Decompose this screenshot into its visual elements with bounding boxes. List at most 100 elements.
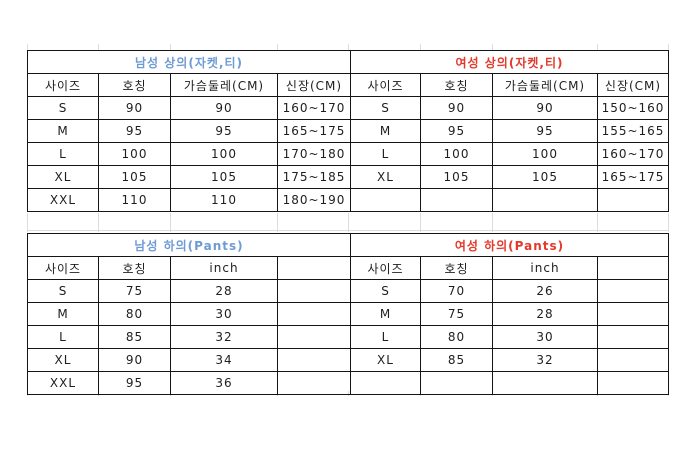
table-cell: M bbox=[350, 119, 421, 143]
table-cell: XL bbox=[350, 165, 421, 189]
table-cell: XL bbox=[350, 348, 421, 372]
table-cell: 90 bbox=[98, 348, 171, 372]
table-cell: S bbox=[350, 96, 421, 120]
table-cell: 100 bbox=[492, 142, 598, 166]
table-cell bbox=[492, 371, 598, 395]
table-cell: 85 bbox=[98, 325, 171, 349]
gridline-stub bbox=[597, 44, 598, 50]
table-cell: 30 bbox=[170, 302, 278, 326]
column-header: 호칭 bbox=[420, 73, 493, 97]
column-header: 호칭 bbox=[98, 256, 171, 280]
table-cell: 30 bbox=[492, 325, 598, 349]
table-row: 남성 상의(자켓,티) 여성 상의(자켓,티) bbox=[27, 50, 669, 74]
table-cell: 32 bbox=[170, 325, 278, 349]
gridline-stub bbox=[170, 44, 171, 50]
gridline-stub bbox=[348, 44, 349, 50]
table-cell: M bbox=[350, 302, 421, 326]
table-cell: 95 bbox=[98, 119, 171, 143]
table-row: XXL 110 110 180~190 bbox=[27, 188, 669, 212]
column-header: 사이즈 bbox=[27, 256, 99, 280]
table-cell bbox=[277, 302, 351, 326]
table-cell: 28 bbox=[170, 279, 278, 303]
table-cell bbox=[420, 188, 493, 212]
table-cell: 95 bbox=[492, 119, 598, 143]
table-cell bbox=[277, 371, 351, 395]
table-cell: L bbox=[350, 325, 421, 349]
table-cell bbox=[597, 371, 669, 395]
table-cell: 160~170 bbox=[597, 142, 669, 166]
table-row: M 80 30 M 75 28 bbox=[27, 302, 669, 326]
table-cell: 26 bbox=[492, 279, 598, 303]
table-cell: 36 bbox=[170, 371, 278, 395]
gridline-stub bbox=[27, 230, 668, 231]
table-cell: 175~185 bbox=[277, 165, 351, 189]
column-header: 호칭 bbox=[98, 73, 171, 97]
table-cell: 100 bbox=[170, 142, 278, 166]
table-row: XL 90 34 XL 85 32 bbox=[27, 348, 669, 372]
size-chart-tops: 남성 상의(자켓,티) 여성 상의(자켓,티) 사이즈 호칭 가슴둘레(CM) … bbox=[27, 50, 669, 212]
table-cell bbox=[597, 279, 669, 303]
table-cell bbox=[597, 348, 669, 372]
table-cell: 85 bbox=[420, 348, 493, 372]
table-cell: 165~175 bbox=[277, 119, 351, 143]
table-row: 남성 하의(Pants) 여성 하의(Pants) bbox=[27, 233, 669, 257]
gridline-stub bbox=[668, 44, 669, 50]
table-cell: 95 bbox=[170, 119, 278, 143]
table-title-men-bottoms: 남성 하의(Pants) bbox=[27, 233, 351, 257]
table-row: XXL 95 36 bbox=[27, 371, 669, 395]
table-row: S 90 90 160~170 S 90 90 150~160 bbox=[27, 96, 669, 120]
table-cell: 105 bbox=[492, 165, 598, 189]
table-cell: 100 bbox=[98, 142, 171, 166]
column-header: 사이즈 bbox=[350, 256, 421, 280]
table-row: 사이즈 호칭 inch 사이즈 호칭 inch bbox=[27, 256, 669, 280]
table-cell: 180~190 bbox=[277, 188, 351, 212]
table-cell bbox=[277, 325, 351, 349]
table-cell: S bbox=[27, 279, 99, 303]
table-cell bbox=[597, 325, 669, 349]
gridline-stub bbox=[27, 44, 28, 50]
table-cell bbox=[277, 348, 351, 372]
table-cell: XXL bbox=[27, 371, 99, 395]
table-cell: 110 bbox=[170, 188, 278, 212]
column-header: inch bbox=[170, 256, 278, 280]
table-cell: M bbox=[27, 302, 99, 326]
table-cell bbox=[420, 371, 493, 395]
table-cell bbox=[492, 188, 598, 212]
column-header: 호칭 bbox=[420, 256, 493, 280]
gridline-stub bbox=[170, 213, 171, 232]
table-cell: 150~160 bbox=[597, 96, 669, 120]
size-chart-bottoms: 남성 하의(Pants) 여성 하의(Pants) 사이즈 호칭 inch 사이… bbox=[27, 233, 669, 395]
table-cell bbox=[277, 279, 351, 303]
table-cell: 160~170 bbox=[277, 96, 351, 120]
table-cell: 80 bbox=[420, 325, 493, 349]
table-cell bbox=[597, 188, 669, 212]
table-cell: 32 bbox=[492, 348, 598, 372]
column-header: 사이즈 bbox=[27, 73, 99, 97]
column-header: 사이즈 bbox=[350, 73, 421, 97]
table-cell: L bbox=[27, 325, 99, 349]
table-cell: XL bbox=[27, 348, 99, 372]
column-header bbox=[597, 256, 669, 280]
table-cell: 80 bbox=[98, 302, 171, 326]
column-header: 가슴둘레(CM) bbox=[170, 73, 278, 97]
column-header: inch bbox=[492, 256, 598, 280]
column-header: 가슴둘레(CM) bbox=[492, 73, 598, 97]
table-cell: 90 bbox=[170, 96, 278, 120]
table-cell: 28 bbox=[492, 302, 598, 326]
table-cell: 170~180 bbox=[277, 142, 351, 166]
table-cell: XXL bbox=[27, 188, 99, 212]
column-header: 신장(CM) bbox=[277, 73, 351, 97]
column-header: 신장(CM) bbox=[597, 73, 669, 97]
table-title-women-bottoms: 여성 하의(Pants) bbox=[350, 233, 669, 257]
table-row: XL 105 105 175~185 XL 105 105 165~175 bbox=[27, 165, 669, 189]
gridline-stub bbox=[420, 44, 421, 50]
table-cell: 75 bbox=[420, 302, 493, 326]
table-cell: 90 bbox=[492, 96, 598, 120]
table-cell bbox=[350, 371, 421, 395]
table-cell: 95 bbox=[420, 119, 493, 143]
gridline-stub bbox=[277, 213, 278, 232]
gridline-stub bbox=[668, 213, 669, 232]
table-row: S 75 28 S 70 26 bbox=[27, 279, 669, 303]
table-cell: 155~165 bbox=[597, 119, 669, 143]
table-cell: 95 bbox=[98, 371, 171, 395]
